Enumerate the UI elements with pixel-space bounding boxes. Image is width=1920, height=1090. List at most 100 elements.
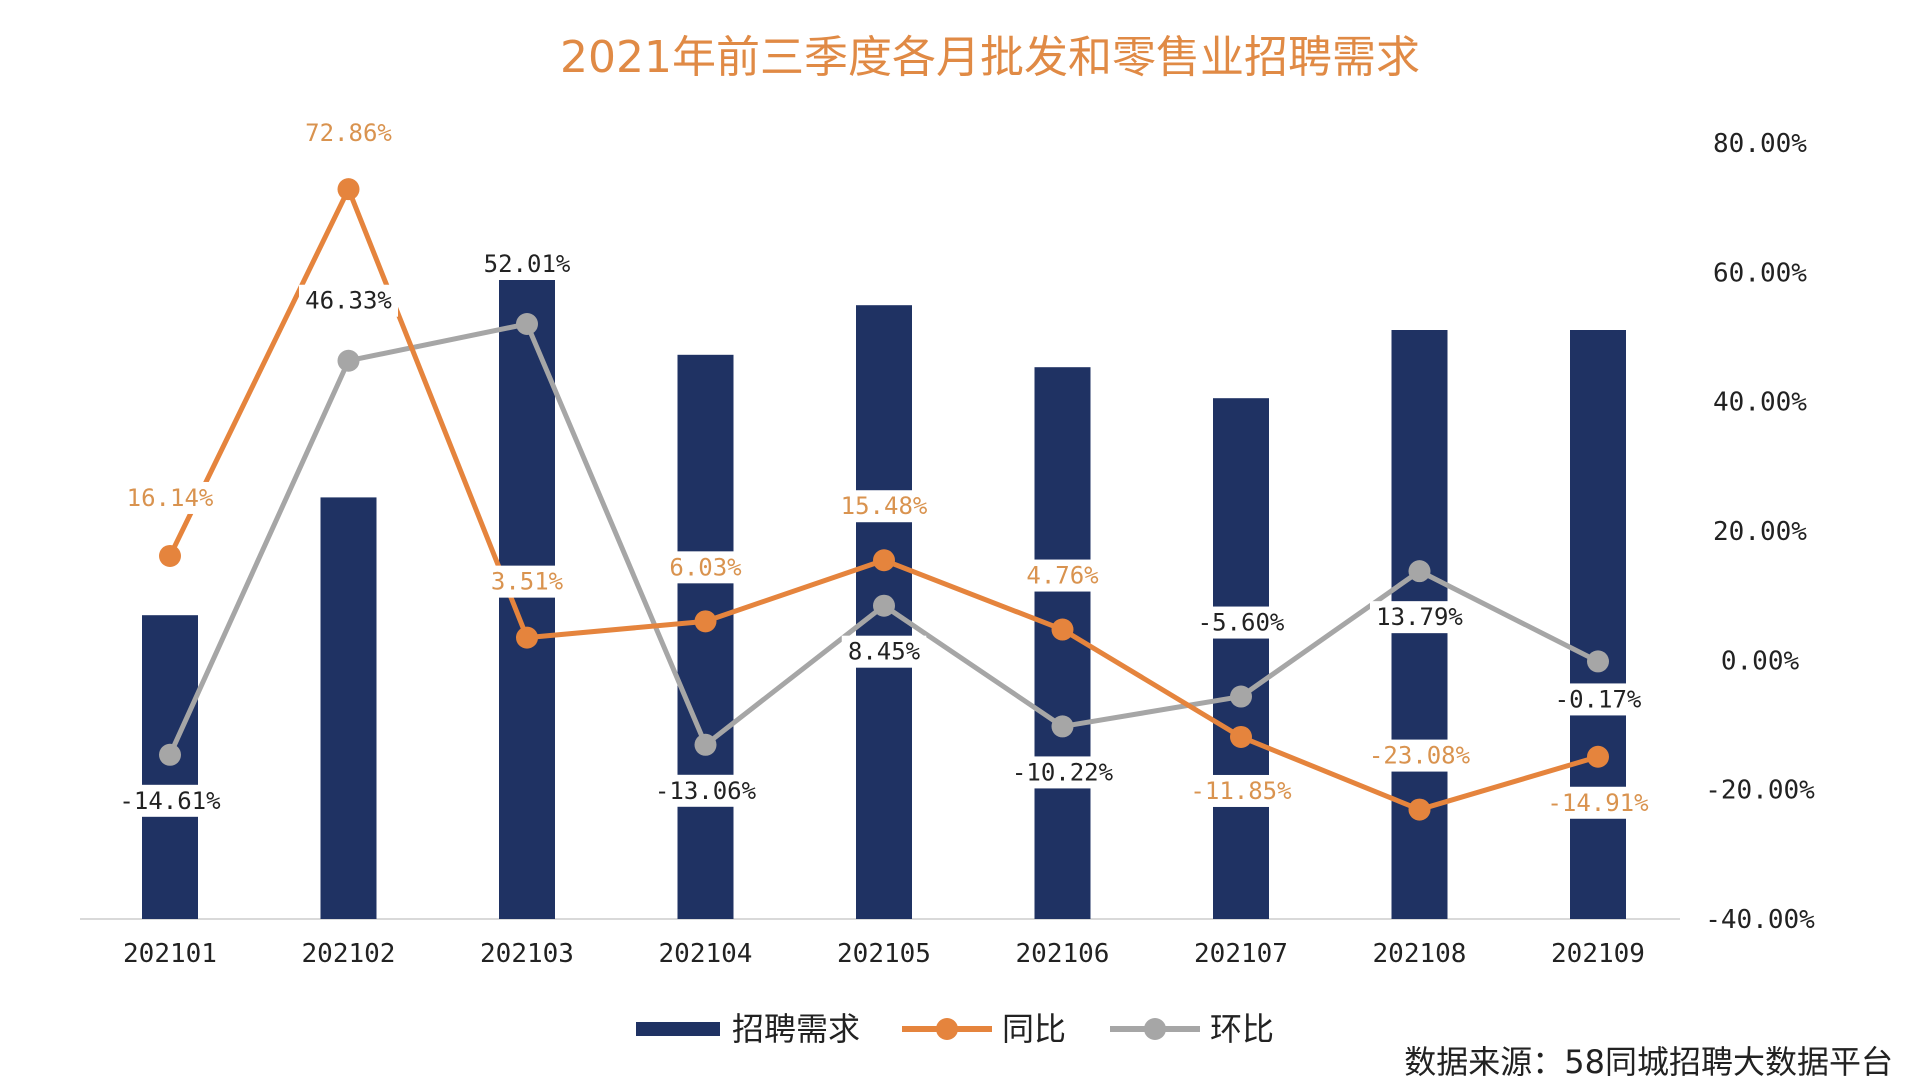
yoy-data-label: 15.48% bbox=[841, 492, 928, 520]
yoy-data-label-halo bbox=[834, 490, 934, 523]
yoy-point bbox=[873, 549, 895, 572]
mom-data-label: 8.45% bbox=[848, 638, 921, 666]
chart-title: 2021年前三季度各月批发和零售业招聘需求 bbox=[560, 32, 1420, 83]
yoy-data-label-halo bbox=[120, 481, 220, 514]
bar bbox=[1213, 398, 1269, 919]
yoy-data-label-group: 6.03% bbox=[663, 551, 748, 584]
x-tick-label: 202104 bbox=[659, 939, 753, 969]
yoy-data-label: 3.51% bbox=[491, 568, 564, 596]
legend-mom-marker bbox=[1144, 1018, 1166, 1040]
mom-data-label-group: -10.22% bbox=[1005, 756, 1120, 789]
mom-point bbox=[694, 733, 717, 756]
legend-mom-label: 环比 bbox=[1210, 1010, 1274, 1048]
x-tick-label: 202108 bbox=[1373, 939, 1467, 969]
yoy-data-label-group: 15.48% bbox=[834, 490, 934, 523]
mom-point bbox=[337, 349, 360, 372]
mom-data-label-halo bbox=[648, 774, 763, 807]
mom-data-label-halo bbox=[113, 784, 227, 817]
mom-point bbox=[159, 743, 181, 766]
yoy-data-label-group: -11.85% bbox=[1184, 774, 1298, 807]
yoy-data-label-group: 4.76% bbox=[1020, 559, 1105, 592]
x-tick-label: 202105 bbox=[837, 939, 931, 969]
yoy-data-label: -11.85% bbox=[1190, 777, 1292, 805]
legend: 招聘需求 同比 环比 bbox=[636, 1010, 1274, 1048]
yoy-data-label-group: 3.51% bbox=[484, 565, 570, 598]
mom-point bbox=[1230, 685, 1252, 708]
legend-bar-label: 招聘需求 bbox=[732, 1010, 860, 1048]
mom-data-label-halo bbox=[299, 284, 398, 317]
y2-tick-label: 60.00% bbox=[1713, 258, 1807, 288]
mom-point bbox=[1051, 715, 1074, 738]
x-tick-label: 202101 bbox=[123, 939, 217, 969]
x-tick-label: 202109 bbox=[1551, 939, 1645, 969]
mom-data-label: -0.17% bbox=[1555, 685, 1642, 713]
mom-data-label: -13.06% bbox=[655, 777, 757, 805]
mom-data-label-group: -13.06% bbox=[648, 774, 763, 807]
yoy-data-label-halo bbox=[1184, 774, 1298, 807]
yoy-point bbox=[1230, 725, 1252, 748]
mom-data-label: 52.01% bbox=[484, 250, 571, 278]
mom-data-label-group: 8.45% bbox=[841, 635, 927, 668]
bar bbox=[142, 615, 198, 919]
mom-point bbox=[1587, 650, 1609, 673]
yoy-data-label-halo bbox=[1541, 786, 1655, 819]
yoy-point bbox=[337, 178, 360, 201]
yoy-point bbox=[1051, 618, 1074, 641]
yoy-data-label-halo bbox=[1020, 559, 1105, 592]
mom-data-label-group: -5.60% bbox=[1191, 606, 1291, 639]
mom-data-label-halo bbox=[1548, 683, 1648, 716]
bar bbox=[1570, 330, 1626, 919]
yoy-data-label: -14.91% bbox=[1547, 789, 1649, 817]
label-layer: -14.61% 46.33% 52.01% -13.06% 8.45% -10.22% -5… bbox=[113, 117, 1655, 819]
mom-data-label: -14.61% bbox=[119, 787, 221, 815]
axis-layer: 80.00% 60.00% 40.00% 20.00% 0.00% -20.00% -40.… bbox=[80, 129, 1815, 969]
bar bbox=[677, 354, 734, 919]
x-tick-label: 202103 bbox=[480, 939, 574, 969]
yoy-data-label-group: 16.14% bbox=[120, 481, 220, 514]
yoy-data-label: 72.86% bbox=[305, 119, 392, 147]
yoy-data-label-group: 72.86% bbox=[299, 117, 398, 150]
mom-point bbox=[1408, 560, 1431, 583]
mom-data-label-group: 46.33% bbox=[299, 284, 398, 317]
bar bbox=[320, 497, 377, 919]
yoy-data-label-halo bbox=[663, 551, 748, 584]
y2-tick-label: -20.00% bbox=[1705, 776, 1815, 806]
yoy-data-label-halo bbox=[299, 117, 398, 150]
mom-data-label-group: -0.17% bbox=[1548, 683, 1648, 716]
yoy-data-label: 4.76% bbox=[1026, 562, 1099, 590]
mom-data-label-group: 52.01% bbox=[477, 248, 577, 281]
mom-data-label: -5.60% bbox=[1198, 609, 1285, 637]
x-tick-label: 202107 bbox=[1194, 939, 1288, 969]
y2-tick-label: 20.00% bbox=[1713, 517, 1807, 547]
legend-yoy-label: 同比 bbox=[1002, 1010, 1066, 1048]
mom-data-label-halo bbox=[1005, 756, 1120, 789]
mom-data-label: 13.79% bbox=[1376, 603, 1463, 631]
y2-tick-label: -40.00% bbox=[1705, 905, 1815, 935]
x-tick-label: 202106 bbox=[1016, 939, 1110, 969]
yoy-data-label-group: -23.08% bbox=[1362, 739, 1477, 772]
yoy-data-label-group: -14.91% bbox=[1541, 786, 1655, 819]
data-source: 数据来源：58同城招聘大数据平台 bbox=[1404, 1043, 1893, 1081]
y2-tick-label: 40.00% bbox=[1713, 388, 1807, 418]
yoy-data-label-halo bbox=[1362, 739, 1477, 772]
yoy-data-label-halo bbox=[484, 565, 570, 598]
legend-yoy-marker bbox=[936, 1018, 958, 1040]
mom-data-label-halo bbox=[477, 248, 577, 281]
y2-tick-label: 80.00% bbox=[1713, 129, 1807, 159]
mom-data-label: 46.33% bbox=[305, 287, 392, 315]
yoy-data-label: -23.08% bbox=[1369, 742, 1471, 770]
mom-data-label-halo bbox=[841, 635, 927, 668]
yoy-data-label: 6.03% bbox=[669, 553, 742, 581]
y2-tick-label: 0.00% bbox=[1721, 646, 1800, 676]
line-layer bbox=[159, 178, 1609, 821]
x-tick-label: 202102 bbox=[302, 939, 396, 969]
yoy-point bbox=[1587, 745, 1609, 768]
legend-bar-swatch bbox=[636, 1022, 720, 1036]
mom-data-label-halo bbox=[1191, 606, 1291, 639]
yoy-data-label: 16.14% bbox=[127, 484, 214, 512]
yoy-point bbox=[694, 610, 717, 633]
mom-data-label-halo bbox=[1370, 601, 1469, 634]
mom-data-label: -10.22% bbox=[1012, 758, 1114, 786]
yoy-point bbox=[1408, 798, 1431, 821]
